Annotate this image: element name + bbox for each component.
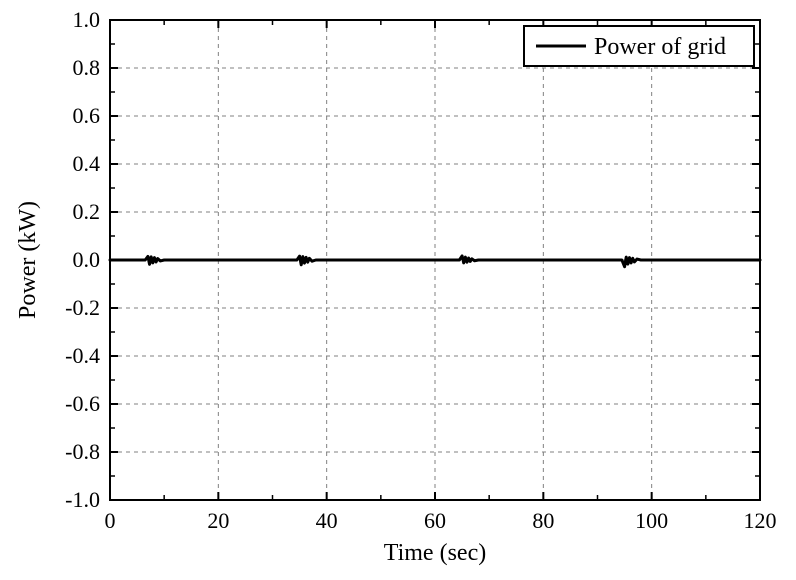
x-tick-label: 40 — [316, 508, 338, 533]
y-axis-label: Power (kW) — [15, 201, 41, 319]
x-tick-label: 20 — [207, 508, 229, 533]
chart-container: 0 20 40 60 80 100 120 -1.0 -0.8 -0.6 -0.4 -0.2 0.0 0.… — [0, 0, 796, 580]
y-tick-label: -0.8 — [65, 439, 100, 464]
x-tick-label: 60 — [424, 508, 446, 533]
y-tick-label: 1.0 — [73, 7, 101, 32]
y-tick-label: 0.8 — [73, 55, 101, 80]
x-tick-label: 100 — [635, 508, 668, 533]
y-tick-label: -0.6 — [65, 391, 100, 416]
y-tick-label: 0.4 — [73, 151, 101, 176]
power-chart: 0 20 40 60 80 100 120 -1.0 -0.8 -0.6 -0.4 -0.2 0.0 0.… — [0, 0, 796, 580]
y-tick-label: -0.4 — [65, 343, 100, 368]
y-tick-label: 0.2 — [73, 199, 101, 224]
x-tick-label: 0 — [105, 508, 116, 533]
x-tick-label: 120 — [744, 508, 777, 533]
y-tick-label: 0.6 — [73, 103, 101, 128]
x-axis-label: Time (sec) — [384, 540, 486, 566]
y-tick-label: 0.0 — [73, 247, 101, 272]
y-tick-label: -0.2 — [65, 295, 100, 320]
legend-label: Power of grid — [594, 34, 726, 60]
legend: Power of grid — [524, 26, 754, 66]
y-tick-label: -1.0 — [65, 487, 100, 512]
x-tick-label: 80 — [532, 508, 554, 533]
